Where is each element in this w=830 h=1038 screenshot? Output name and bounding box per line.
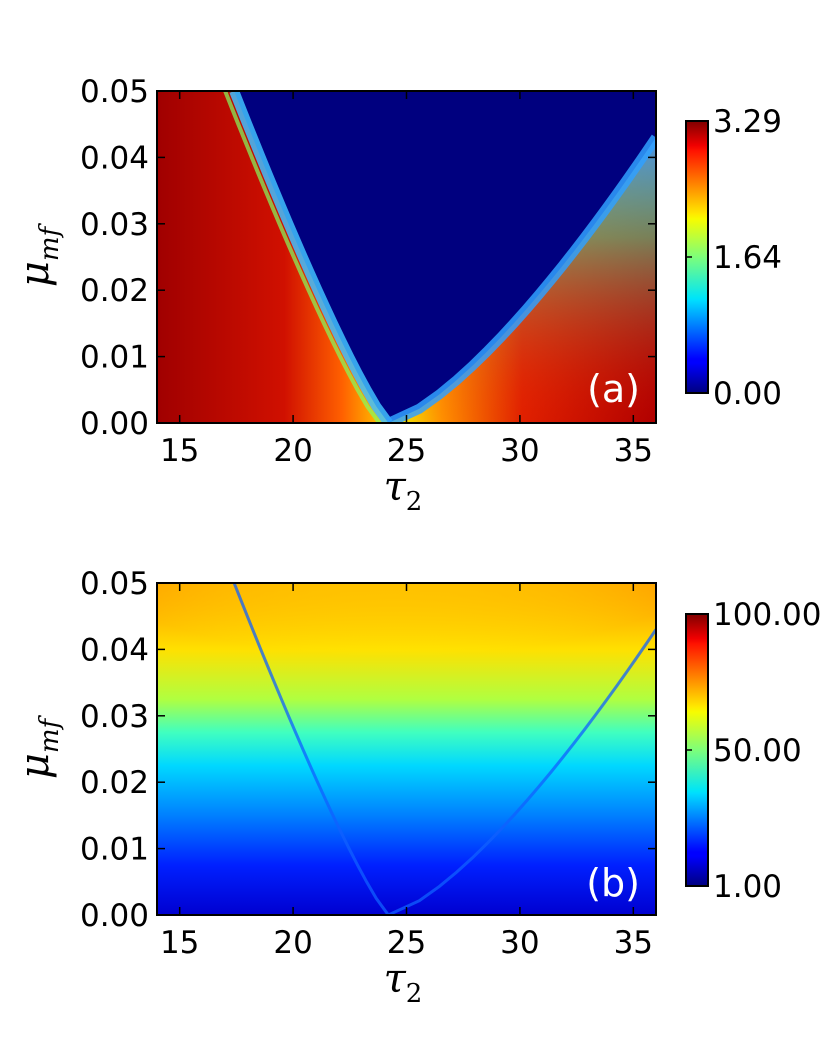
colorbar-ticks-a: 0.00 1.64 3.29 — [686, 104, 782, 412]
panel-label-b: (b) — [586, 861, 640, 905]
left-edge-band-inner — [223, 91, 381, 423]
ticks-a: 15 20 25 30 35 0.00 0.01 0.02 0.03 0.04 0.05 — [80, 74, 656, 469]
x-tick-label: 20 — [273, 925, 312, 961]
ticks-b: 15 20 25 30 35 0.00 0.01 0.02 0.03 0.04 0.05 — [80, 566, 656, 961]
x-tick-label: 15 — [160, 925, 199, 961]
right-lobe-shading — [388, 137, 656, 423]
heatmap-a — [157, 91, 656, 423]
x-tick-label: 30 — [500, 925, 539, 961]
y-label-sub-b: mf — [35, 714, 65, 753]
x-label-sub-b: 2 — [406, 979, 423, 1009]
y-tick-label: 0.03 — [80, 207, 149, 243]
colorbar-tick-label: 0.00 — [713, 376, 782, 412]
colorbar-tick-label: 3.29 — [713, 104, 782, 140]
transition-line — [232, 583, 656, 915]
x-label-base-a: τ — [384, 464, 407, 510]
x-tick-label: 25 — [387, 433, 426, 469]
x-label-sub-a: 2 — [406, 487, 423, 517]
heatmap-b — [157, 583, 656, 915]
panel-b: 15 20 25 30 35 0.00 0.01 0.02 0.03 0.04 0.05 (b) τ… — [12, 566, 821, 1009]
panel-label-a: (a) — [587, 367, 640, 411]
y-tick-label: 0.03 — [80, 699, 149, 735]
colorbar-tick-label: 50.00 — [713, 733, 802, 769]
y-tick-label: 0.04 — [80, 632, 149, 668]
y-tick-label: 0.01 — [80, 340, 149, 376]
x-tick-label: 25 — [387, 925, 426, 961]
x-tick-label: 30 — [500, 433, 539, 469]
y-tick-label: 0.00 — [80, 898, 149, 934]
left-edge-band — [229, 91, 393, 423]
y-axis-label-b: μmf — [12, 714, 65, 779]
panel-a: 15 20 25 30 35 0.00 0.01 0.02 0.03 0.04 0.05 (a) τ… — [12, 74, 782, 517]
y-tick-label: 0.02 — [80, 273, 149, 309]
x-tick-label: 35 — [614, 925, 653, 961]
colorbar-tick-label: 1.00 — [713, 869, 782, 905]
y-label-base-b: μ — [12, 753, 58, 779]
x-label-base-b: τ — [384, 956, 407, 1002]
y-tick-label: 0.05 — [80, 566, 149, 602]
colorbar-tick-label: 100.00 — [713, 597, 821, 633]
colorbar-ticks-b: 1.00 50.00 100.00 — [686, 597, 821, 905]
y-tick-label: 0.00 — [80, 406, 149, 442]
colorbar-tick-label: 1.64 — [713, 240, 782, 276]
x-tick-label: 15 — [160, 433, 199, 469]
y-tick-label: 0.04 — [80, 140, 149, 176]
x-tick-label: 35 — [614, 433, 653, 469]
y-tick-label: 0.02 — [80, 765, 149, 801]
right-edge-band — [386, 134, 656, 423]
x-axis-label-b: τ2 — [384, 956, 423, 1009]
y-label-sub-a: mf — [35, 222, 65, 261]
y-tick-label: 0.01 — [80, 832, 149, 868]
y-tick-label: 0.05 — [80, 74, 149, 110]
y-label-base-a: μ — [12, 261, 58, 287]
x-tick-label: 20 — [273, 433, 312, 469]
x-axis-label-a: τ2 — [384, 464, 423, 517]
y-axis-label-a: μmf — [12, 222, 65, 287]
